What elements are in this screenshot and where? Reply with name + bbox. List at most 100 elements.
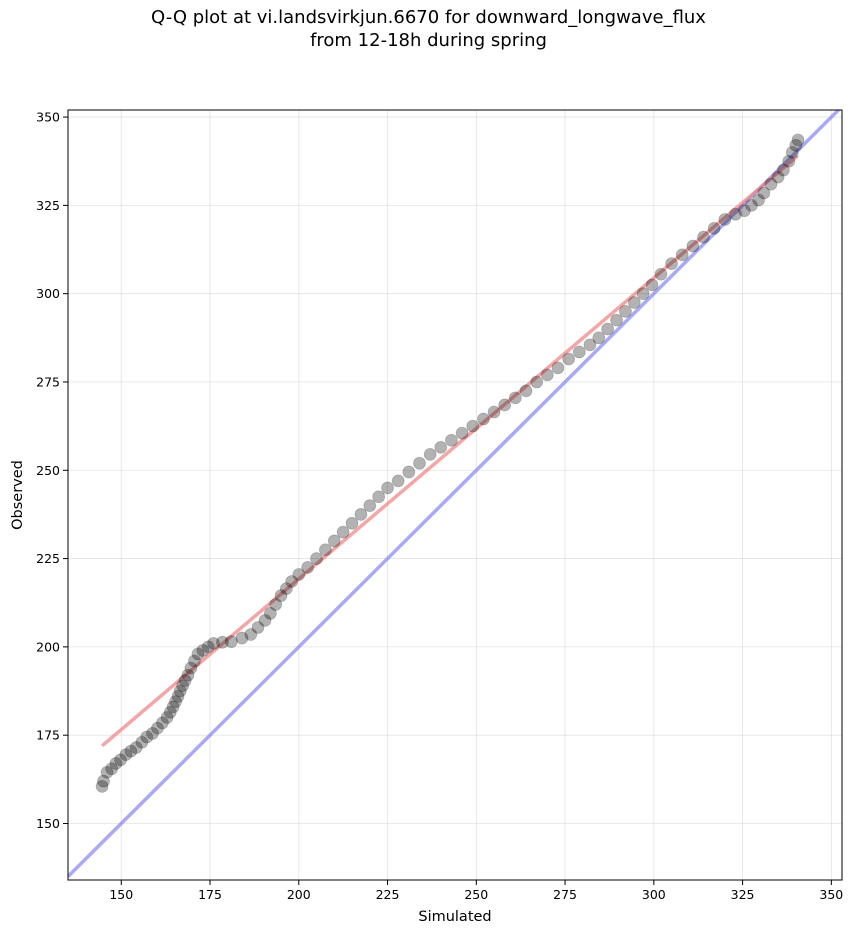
y-tick-label: 300 <box>36 286 60 301</box>
identity-line-layer <box>68 110 841 878</box>
quantile-point <box>771 170 785 184</box>
y-axis-ticks: 150 175 200 225 250 275 300 325 350 <box>36 110 68 831</box>
fit-line-layer <box>100 154 799 748</box>
quantile-point <box>146 727 159 740</box>
quantile-point <box>686 239 700 253</box>
quantile-point <box>551 361 565 375</box>
quantile-point <box>292 568 306 581</box>
quantile-point <box>530 375 544 389</box>
y-tick-label: 200 <box>36 639 60 654</box>
quantile-point <box>176 679 190 693</box>
quantile-point <box>498 398 512 412</box>
y-axis-label: Observed <box>10 460 26 530</box>
quantile-point <box>171 689 185 703</box>
quantile-point <box>782 154 796 168</box>
quantile-point <box>319 543 332 557</box>
quantile-point <box>187 654 201 668</box>
quantile-point <box>163 705 177 719</box>
quantile-point <box>196 644 210 657</box>
quantile-point <box>562 352 576 366</box>
quantile-point <box>583 338 597 352</box>
quantile-point <box>619 304 632 318</box>
quantile-point <box>745 198 758 212</box>
quantile-point <box>423 447 437 461</box>
quantile-point <box>156 716 169 730</box>
quantile-point <box>592 331 606 345</box>
quantile-point <box>285 575 299 588</box>
quantile-point <box>789 138 803 152</box>
quantile-point <box>251 621 265 634</box>
chart-title-line-2: from 12-18h during spring <box>310 30 547 51</box>
x-tick-label: 300 <box>642 887 666 902</box>
quantile-point <box>627 296 641 309</box>
y-tick-label: 150 <box>36 816 60 831</box>
quantile-point <box>508 391 522 405</box>
quantile-point <box>636 287 650 301</box>
chart-title-line-1: Q-Q plot at vi.landsvirkjun.6670 for dow… <box>151 7 706 28</box>
quantile-point <box>95 779 109 793</box>
quantile-point <box>119 748 133 762</box>
quantile-point <box>477 412 490 426</box>
quantile-point <box>207 636 220 650</box>
quantile-point <box>124 744 138 758</box>
x-tick-label: 200 <box>287 887 311 902</box>
quantile-points-layer <box>95 133 805 793</box>
grid <box>68 110 842 880</box>
x-tick-label: 150 <box>109 887 133 902</box>
quantile-point <box>707 221 721 235</box>
x-tick-label: 275 <box>553 887 577 902</box>
quantile-point <box>697 230 710 244</box>
quantile-point <box>372 490 386 504</box>
x-tick-label: 225 <box>376 887 400 902</box>
quantile-point <box>610 313 623 327</box>
quantile-point <box>160 711 174 724</box>
quantile-point <box>178 674 192 687</box>
quantile-point <box>752 193 765 207</box>
quantile-point <box>100 765 114 779</box>
quantile-point <box>381 481 394 495</box>
quantile-point <box>109 757 123 770</box>
quantile-point <box>757 186 771 200</box>
quantile-point <box>191 647 205 661</box>
quantile-point <box>645 278 659 292</box>
quantile-point <box>224 635 238 648</box>
quantile-point <box>184 661 198 675</box>
quantile-point <box>519 384 533 398</box>
quantile-point <box>279 582 293 596</box>
quantile-point <box>140 730 154 744</box>
quantile-point <box>466 419 480 433</box>
x-tick-label: 350 <box>819 887 843 902</box>
quantile-point <box>434 440 448 454</box>
quantile-point <box>540 368 554 382</box>
quantile-point <box>114 753 127 767</box>
y-tick-label: 225 <box>36 551 60 566</box>
y-tick-label: 350 <box>36 110 60 125</box>
quantile-point <box>654 267 668 281</box>
quantile-point <box>764 177 778 191</box>
quantile-point <box>336 525 350 539</box>
quantile-point <box>487 405 501 419</box>
quantile-point <box>572 345 586 359</box>
quantile-point <box>173 684 187 698</box>
quantile-point <box>97 774 110 788</box>
quantile-point <box>169 695 182 709</box>
quantile-point <box>263 606 277 620</box>
quantile-point <box>269 598 283 611</box>
x-tick-label: 250 <box>464 887 488 902</box>
quantile-point <box>675 248 689 262</box>
plot-frame <box>67 109 843 881</box>
identity-line <box>68 110 841 878</box>
quantile-point <box>402 465 416 479</box>
quantile-point <box>601 322 615 336</box>
quantile-point <box>310 552 323 565</box>
x-tick-label: 325 <box>731 887 755 902</box>
quantile-point <box>391 474 405 488</box>
quantile-point <box>135 735 149 749</box>
y-tick-label: 250 <box>36 463 60 478</box>
quantile-point <box>791 133 805 147</box>
quantile-point <box>413 456 426 470</box>
quantile-point <box>274 589 288 603</box>
y-tick-label: 275 <box>36 374 60 389</box>
y-tick-label: 325 <box>36 198 60 213</box>
quantile-point <box>455 426 469 440</box>
